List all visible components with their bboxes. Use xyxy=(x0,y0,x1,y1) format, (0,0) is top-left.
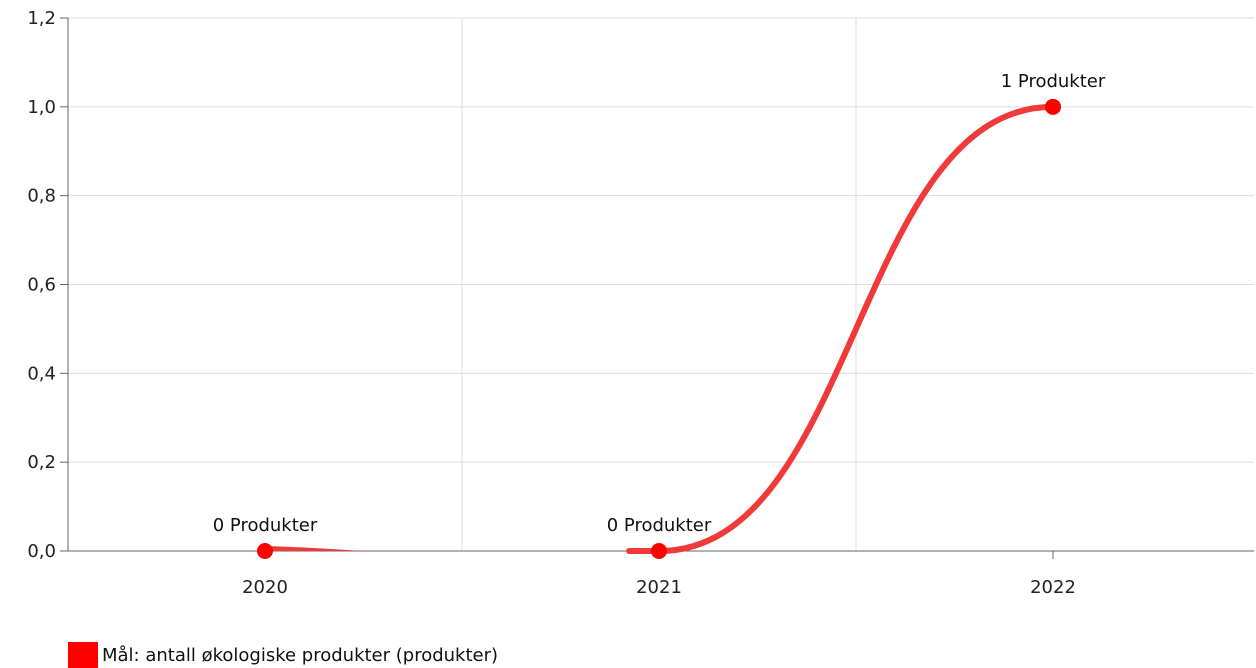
y-axis-ticks: 0,0 0,2 0,4 0,6 0,8 1,0 1,2 xyxy=(27,8,68,562)
y-tick-label: 0,6 xyxy=(27,275,56,296)
data-point xyxy=(651,543,667,559)
horizontal-gridlines xyxy=(68,17,1254,463)
legend-label[interactable]: Mål: antall økologiske produkter (produk… xyxy=(102,644,499,666)
data-label: 1 Produkter xyxy=(1001,71,1106,92)
x-tick-label: 2020 xyxy=(242,577,288,598)
series-group xyxy=(265,103,1056,554)
y-tick-label: 1,0 xyxy=(27,97,56,118)
data-point xyxy=(1045,98,1061,115)
x-tick-label: 2021 xyxy=(636,577,682,598)
legend-swatch xyxy=(68,642,98,668)
data-point xyxy=(257,543,273,559)
y-tick-label: 0,2 xyxy=(27,452,56,473)
x-axis-ticks: 2020 2021 2022 xyxy=(242,551,1076,598)
y-tick-label: 0,0 xyxy=(27,541,56,562)
series-line xyxy=(626,103,1056,554)
data-labels: 0 Produkter 0 Produkter 1 Produkter xyxy=(213,71,1106,536)
data-label: 0 Produkter xyxy=(607,515,712,536)
legend: Mål: antall økologiske produkter (produk… xyxy=(68,642,498,668)
y-tick-label: 1,2 xyxy=(27,8,56,29)
x-tick-label: 2022 xyxy=(1030,577,1076,598)
data-label: 0 Produkter xyxy=(213,515,318,536)
series-ribbon xyxy=(265,546,365,551)
data-points xyxy=(257,98,1061,559)
y-tick-label: 0,4 xyxy=(27,363,56,384)
vertical-gridlines xyxy=(461,18,857,551)
y-tick-label: 0,8 xyxy=(27,186,56,207)
